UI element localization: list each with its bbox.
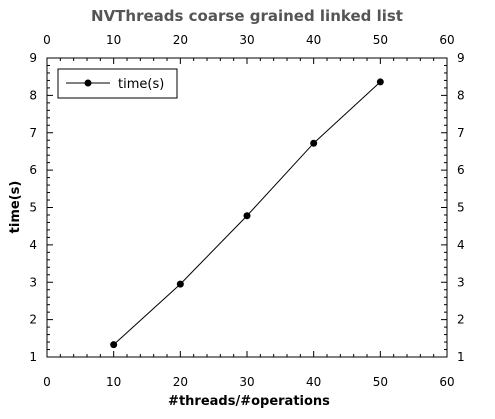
y-tick-label-right: 5 bbox=[457, 201, 465, 215]
data-point bbox=[243, 212, 251, 220]
y-tick-label-right: 1 bbox=[457, 350, 465, 364]
y-tick-label-left: 7 bbox=[29, 126, 37, 140]
legend-marker bbox=[84, 79, 92, 87]
y-tick-label-left: 2 bbox=[29, 313, 37, 327]
y-tick-label-left: 5 bbox=[29, 201, 37, 215]
x-tick-label-top: 50 bbox=[373, 33, 388, 47]
y-tick-label-left: 4 bbox=[29, 238, 37, 252]
x-tick-label-top: 40 bbox=[306, 33, 321, 47]
y-tick-label-right: 2 bbox=[457, 313, 465, 327]
y-tick-label-left: 3 bbox=[29, 275, 37, 289]
x-tick-label-bottom: 10 bbox=[106, 375, 121, 389]
x-tick-label-bottom: 30 bbox=[239, 375, 254, 389]
axis-ticks bbox=[46, 57, 448, 358]
y-tick-label-right: 9 bbox=[457, 51, 465, 65]
x-tick-label-top: 10 bbox=[106, 33, 121, 47]
x-tick-label-bottom: 40 bbox=[306, 375, 321, 389]
y-tick-label-left: 9 bbox=[29, 51, 37, 65]
y-tick-label-left: 6 bbox=[29, 163, 37, 177]
x-tick-label-bottom: 20 bbox=[173, 375, 188, 389]
y-tick-label-left: 8 bbox=[29, 88, 37, 102]
x-tick-label-top: 20 bbox=[173, 33, 188, 47]
x-tick-label-top: 0 bbox=[43, 33, 51, 47]
data-point bbox=[376, 78, 384, 86]
data-point bbox=[310, 139, 318, 147]
chart-title: NVThreads coarse grained linked list bbox=[91, 7, 403, 25]
data-point bbox=[176, 280, 184, 288]
x-axis-label: #threads/#operations bbox=[168, 394, 330, 409]
legend-label: time(s) bbox=[118, 77, 164, 92]
y-axis-label: time(s) bbox=[8, 181, 23, 234]
series-layer bbox=[110, 78, 384, 349]
y-tick-label-right: 6 bbox=[457, 163, 465, 177]
legend: time(s) bbox=[57, 68, 178, 99]
x-tick-label-bottom: 0 bbox=[43, 375, 51, 389]
x-tick-label-top: 60 bbox=[439, 33, 454, 47]
x-tick-label-top: 30 bbox=[239, 33, 254, 47]
data-point bbox=[110, 341, 118, 349]
y-tick-label-right: 8 bbox=[457, 88, 465, 102]
x-tick-label-bottom: 60 bbox=[439, 375, 454, 389]
x-tick-label-bottom: 50 bbox=[373, 375, 388, 389]
y-tick-label-left: 1 bbox=[29, 350, 37, 364]
y-tick-label-right: 7 bbox=[457, 126, 465, 140]
y-tick-label-right: 3 bbox=[457, 275, 465, 289]
y-tick-label-right: 4 bbox=[457, 238, 465, 252]
